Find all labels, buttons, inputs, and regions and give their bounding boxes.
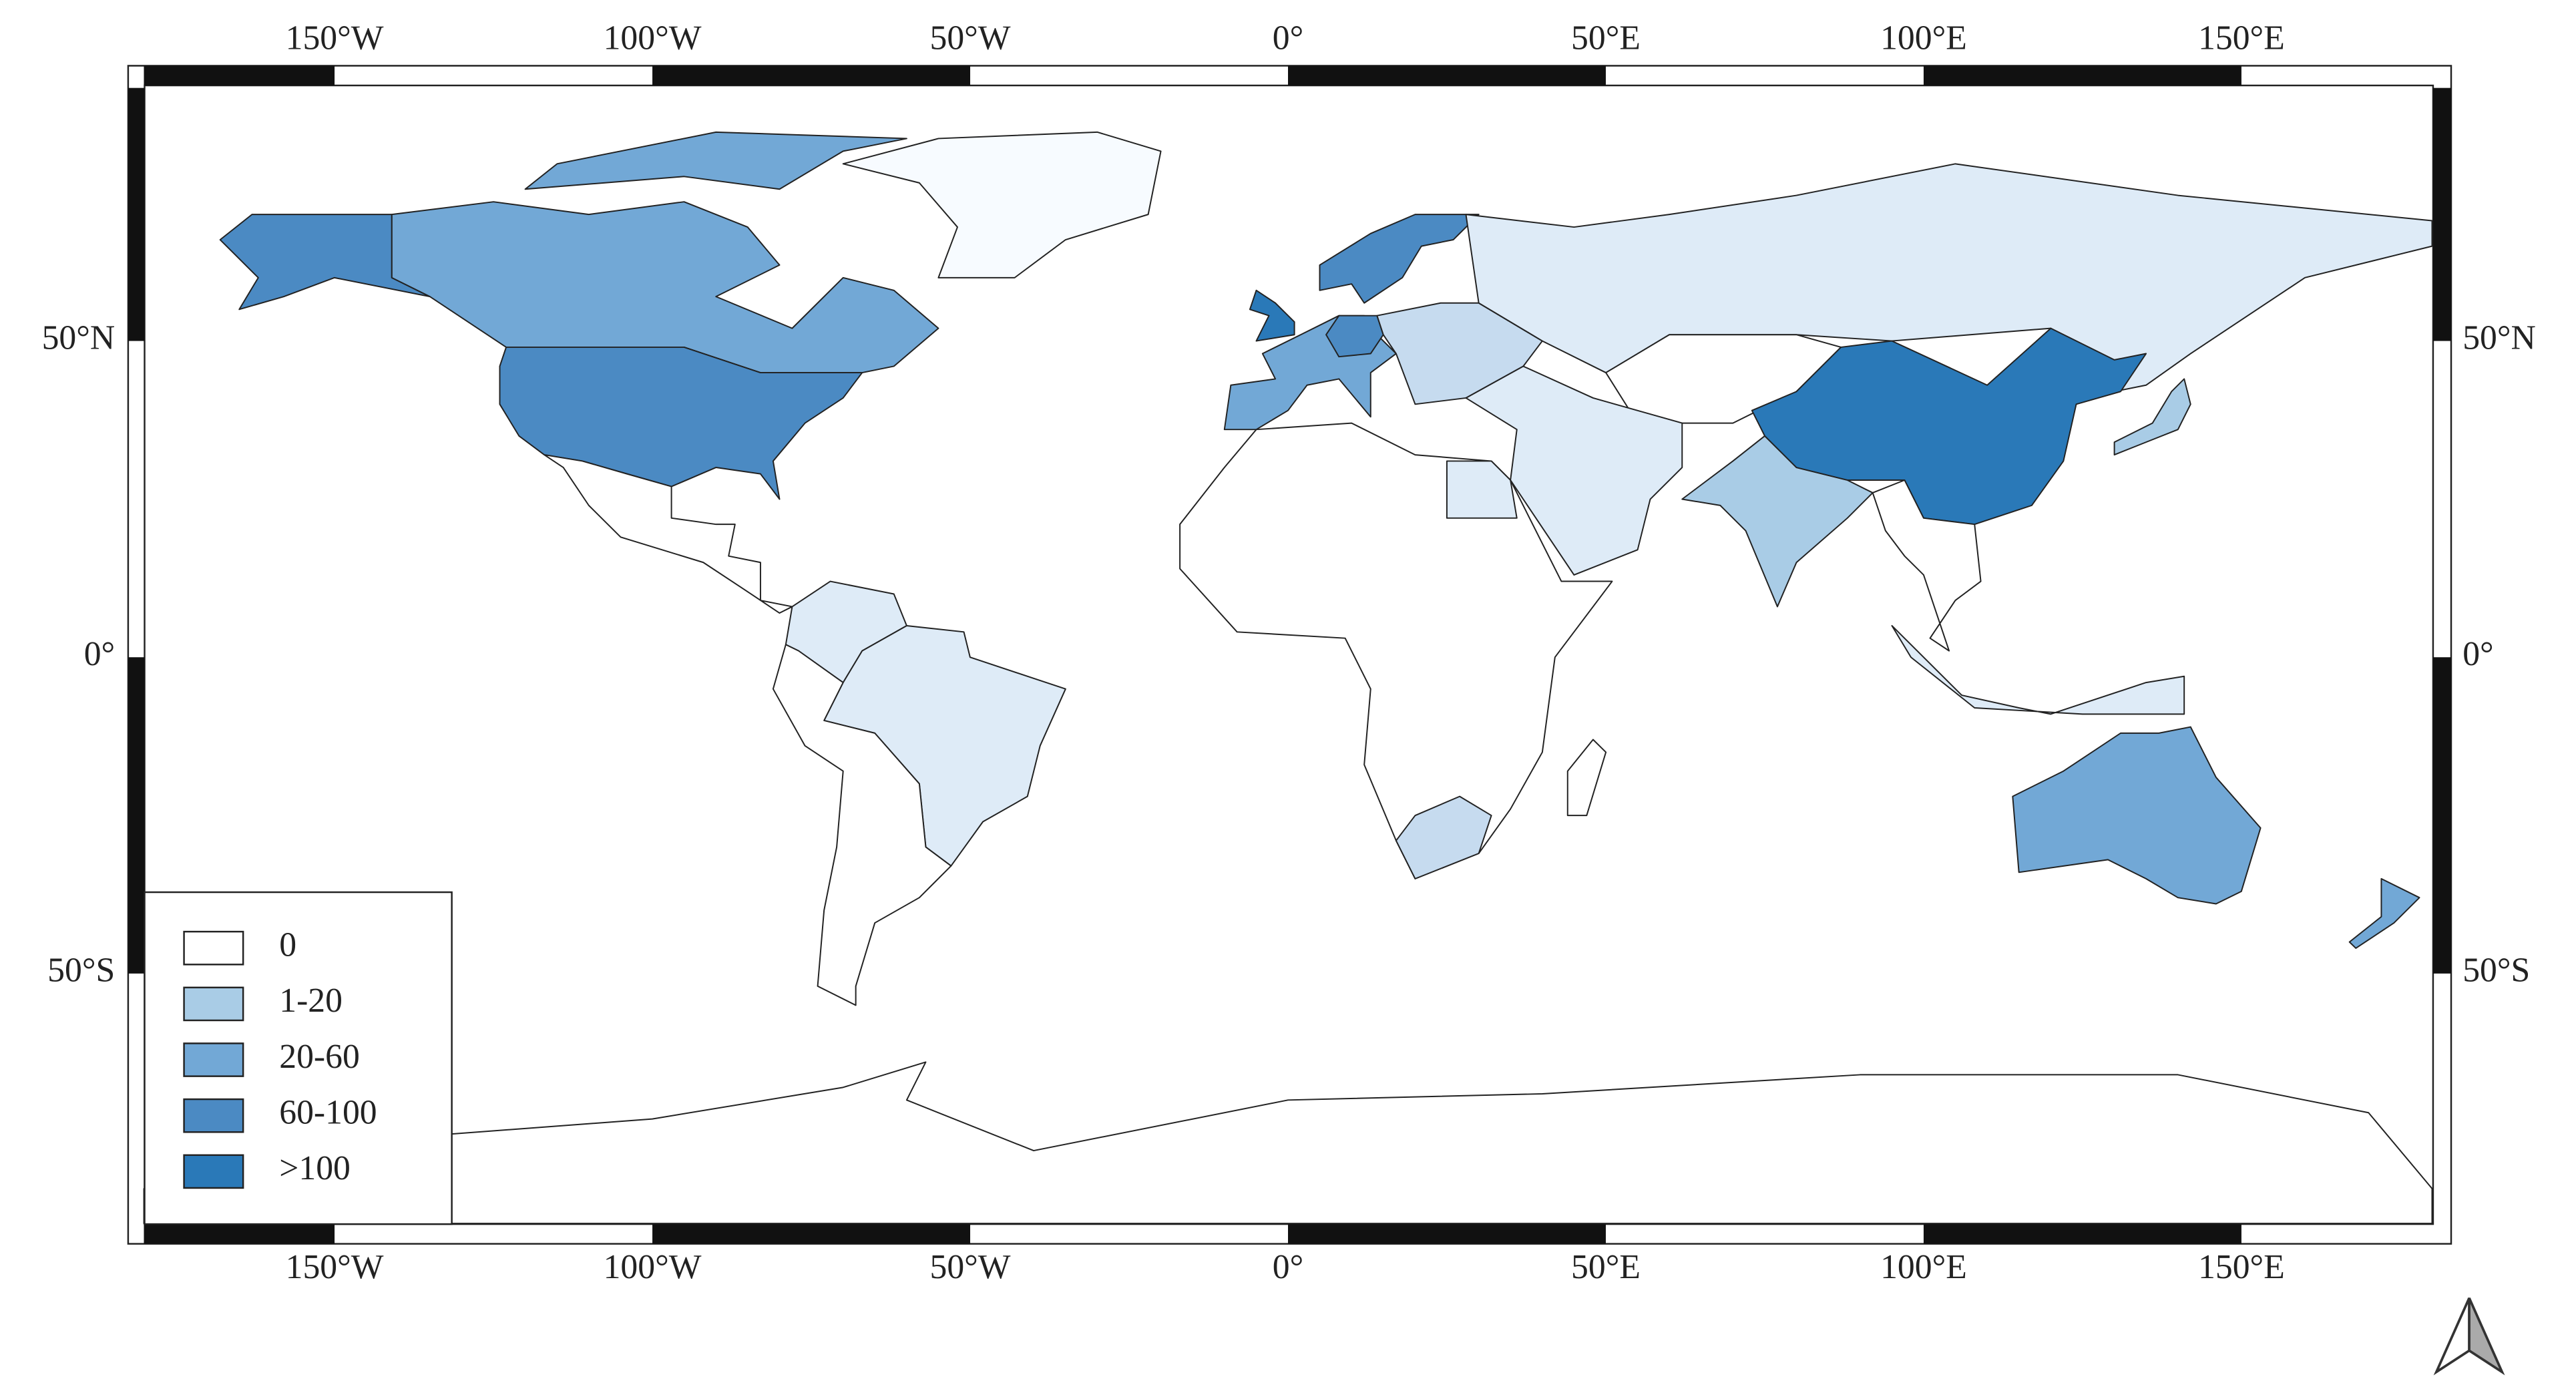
africa: [1179, 422, 1613, 879]
scandinavia: [1319, 214, 1480, 304]
lon-label-bottom: 100°E: [1880, 1248, 1967, 1286]
australia: [2012, 726, 2262, 905]
lat-label-right: 50°S: [2462, 952, 2530, 990]
lat-label-left: 50°S: [47, 952, 115, 990]
south-america-west: [772, 644, 952, 1006]
india: [1681, 435, 1874, 608]
frame-bar: [2432, 657, 2452, 974]
legend: 0 1-20 20-60 60-100 >100: [144, 891, 453, 1225]
legend-label: 60-100: [279, 1094, 377, 1132]
lat-label-right: 0°: [2462, 635, 2494, 673]
frame-bar: [1288, 65, 1606, 85]
frame-bar: [1923, 1224, 2241, 1244]
frame-bar: [1288, 1224, 1606, 1244]
lon-label-top: 50°W: [929, 19, 1010, 57]
lon-label-top: 100°W: [604, 19, 702, 57]
legend-label: >100: [279, 1149, 351, 1187]
legend-swatch: [183, 986, 244, 1022]
new-zealand: [2348, 877, 2420, 949]
lon-label-top: 150°E: [2198, 19, 2285, 57]
lon-label-top: 0°: [1273, 19, 1304, 57]
legend-swatch: [183, 1154, 244, 1189]
greenland: [842, 131, 1162, 278]
lon-label-top: 100°E: [1880, 19, 1967, 57]
egypt: [1446, 460, 1518, 519]
frame-bar: [128, 657, 145, 974]
legend-swatch: [183, 1098, 244, 1133]
lon-label-bottom: 50°E: [1571, 1248, 1641, 1286]
uk: [1249, 289, 1295, 342]
antarctica: [143, 1061, 2433, 1225]
mexico-central-america: [544, 454, 793, 614]
usa: [499, 346, 863, 500]
legend-label: 0: [279, 926, 296, 964]
legend-swatch: [183, 1042, 244, 1077]
frame-bars: [128, 65, 2452, 1244]
frame-bar: [128, 87, 145, 341]
lon-label-bottom: 100°W: [604, 1248, 702, 1286]
lat-label-left: 50°N: [42, 319, 116, 357]
japan: [2113, 378, 2191, 456]
canada-islands: [524, 131, 907, 190]
lon-label-bottom: 150°E: [2198, 1248, 2285, 1286]
frame-bar: [144, 65, 335, 85]
lon-label-bottom: 50°W: [929, 1248, 1010, 1286]
frame-bar: [144, 1224, 335, 1244]
china: [1751, 327, 2147, 526]
lon-label-top: 50°E: [1571, 19, 1641, 57]
alaska: [219, 214, 431, 311]
lat-label-left: 0°: [84, 635, 116, 673]
frame-bar: [652, 1224, 971, 1244]
north-arrow: [2433, 1298, 2505, 1376]
legend-label: 1-20: [279, 982, 343, 1020]
frame-bar: [2432, 87, 2452, 341]
lon-label-bottom: 150°W: [286, 1248, 384, 1286]
south-africa: [1395, 795, 1492, 879]
legend-label: 20-60: [279, 1038, 360, 1076]
lat-label-right: 50°N: [2462, 319, 2536, 357]
frame-bar: [652, 65, 971, 85]
frame-bar: [1923, 65, 2241, 85]
lon-label-bottom: 0°: [1273, 1248, 1304, 1286]
middle-east: [1465, 365, 1683, 576]
graticule-labels: 150°W 150°W 100°W 100°W 50°W 50°W 0° 0° 50°E 50°E…: [42, 19, 2536, 1285]
southeast-asia: [1872, 479, 1982, 652]
indonesia: [1891, 624, 2185, 715]
madagascar: [1566, 739, 1607, 817]
land-layer: [143, 131, 2433, 1225]
legend-swatch: [183, 930, 244, 966]
lon-label-top: 150°W: [286, 19, 384, 57]
